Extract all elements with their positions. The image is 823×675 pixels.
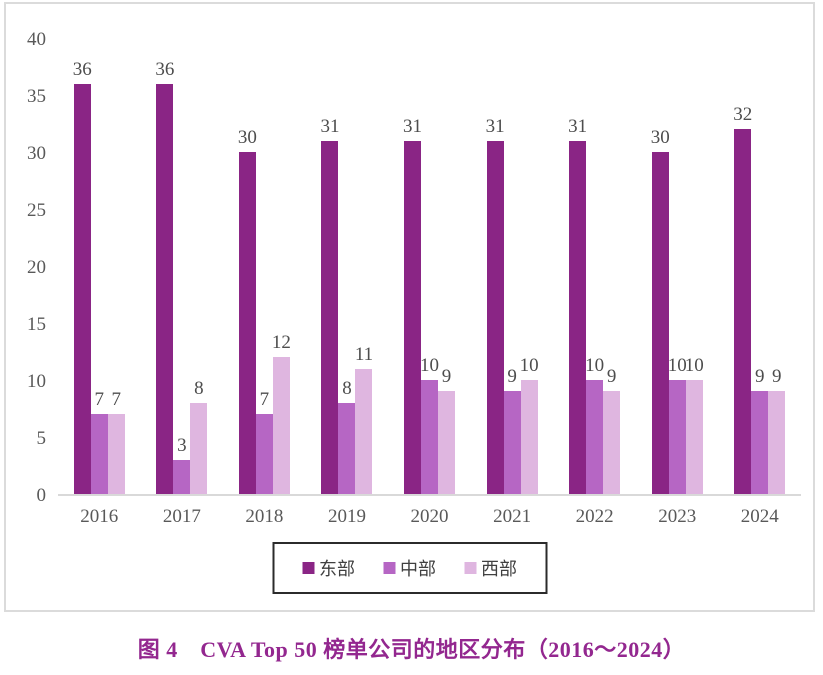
bar-东部: 30 bbox=[238, 127, 257, 494]
bar-data-label: 12 bbox=[271, 332, 291, 354]
bar-data-label: 7 bbox=[94, 389, 105, 411]
x-tick-label: 2021 bbox=[493, 506, 532, 527]
bar-data-label: 10 bbox=[519, 355, 539, 376]
bar-东部: 36 bbox=[155, 59, 174, 494]
bar-中部: 10 bbox=[585, 355, 604, 494]
y-tick-label: 25 bbox=[27, 200, 46, 221]
legend-label: 中部 bbox=[400, 559, 436, 579]
x-tick-label: 2023 bbox=[658, 506, 697, 527]
legend-label: 西部 bbox=[481, 559, 517, 579]
bar-data-label: 8 bbox=[194, 377, 204, 399]
bar-group: 30 7 12 2018 bbox=[223, 38, 306, 527]
bar-data-label: 11 bbox=[354, 343, 374, 365]
bar-data-label: 9 bbox=[755, 366, 765, 388]
bar-西部: 10 bbox=[520, 355, 539, 494]
legend-swatch-icon bbox=[302, 562, 314, 574]
bar-data-label: 31 bbox=[568, 115, 588, 137]
y-axis: 0 5 10 15 20 25 30 35 40 bbox=[6, 30, 52, 506]
bar-东部: 31 bbox=[486, 116, 505, 494]
bar-西部: 11 bbox=[355, 344, 373, 494]
bar-东部: 31 bbox=[403, 116, 422, 494]
plot-area: 36 7 7 2016 36 3 8 2017 30 7 12 2018 31 8 11 2019 31 10 9 2… bbox=[58, 38, 802, 527]
y-tick-label: 5 bbox=[36, 428, 47, 449]
legend-item-中部: 中部 bbox=[383, 555, 436, 581]
bar-中部: 7 bbox=[90, 389, 108, 494]
bar-data-label: 10 bbox=[420, 355, 440, 376]
legend-label: 东部 bbox=[319, 559, 355, 579]
x-tick-label: 2016 bbox=[80, 506, 119, 527]
bar-中部: 3 bbox=[173, 435, 191, 494]
bar-中部: 10 bbox=[420, 355, 439, 494]
bar-data-label: 32 bbox=[733, 104, 753, 126]
bar-data-label: 10 bbox=[667, 355, 687, 376]
bar-西部: 9 bbox=[438, 366, 456, 494]
y-tick-label: 30 bbox=[27, 143, 46, 164]
bar-data-label: 36 bbox=[72, 58, 92, 80]
bar-group: 31 9 10 2021 bbox=[471, 38, 554, 527]
bar-西部: 7 bbox=[107, 389, 125, 494]
bar-中部: 8 bbox=[338, 378, 356, 494]
legend-swatch-icon bbox=[383, 562, 395, 574]
x-tick-label: 2024 bbox=[740, 506, 779, 527]
bar-东部: 32 bbox=[733, 104, 752, 494]
bar-西部: 9 bbox=[768, 366, 786, 494]
bar-西部: 8 bbox=[190, 378, 208, 494]
bar-data-label: 9 bbox=[507, 366, 517, 388]
bar-data-label: 7 bbox=[111, 389, 122, 411]
legend: 东部 中部 西部 bbox=[272, 542, 547, 594]
bar-group: 36 7 7 2016 bbox=[58, 38, 141, 527]
bar-data-label: 30 bbox=[237, 127, 257, 148]
bar-东部: 30 bbox=[651, 127, 670, 494]
y-tick-label: 0 bbox=[36, 485, 47, 506]
bar-data-label: 10 bbox=[684, 355, 704, 376]
bar-东部: 31 bbox=[568, 116, 587, 494]
bar-中部: 10 bbox=[668, 355, 687, 494]
bar-data-label: 31 bbox=[320, 115, 340, 137]
legend-item-西部: 西部 bbox=[464, 555, 517, 581]
x-tick-label: 2017 bbox=[162, 506, 201, 527]
bar-group: 31 10 9 2020 bbox=[388, 38, 471, 527]
y-tick-label: 20 bbox=[27, 257, 46, 278]
legend-item-东部: 东部 bbox=[302, 555, 355, 581]
bar-data-label: 31 bbox=[403, 115, 423, 137]
bar-group: 36 3 8 2017 bbox=[141, 38, 224, 527]
bar-data-label: 8 bbox=[342, 377, 352, 399]
y-tick-label: 10 bbox=[27, 371, 46, 392]
bar-group: 31 8 11 2019 bbox=[306, 38, 389, 527]
bar-东部: 31 bbox=[320, 116, 339, 494]
y-tick-label: 35 bbox=[27, 86, 46, 107]
bar-中部: 9 bbox=[751, 366, 769, 494]
bar-group: 32 9 9 2024 bbox=[719, 38, 802, 527]
bar-data-label: 3 bbox=[177, 434, 187, 456]
chart-caption: 图 4 CVA Top 50 榜单公司的地区分布（2016～2024） bbox=[137, 637, 686, 662]
bar-group: 30 10 10 2023 bbox=[636, 38, 719, 527]
bar-东部: 36 bbox=[73, 59, 92, 494]
bar-中部: 9 bbox=[503, 366, 521, 494]
y-tick-label: 15 bbox=[27, 314, 46, 335]
bar-data-label: 7 bbox=[259, 389, 270, 411]
bar-data-label: 9 bbox=[441, 366, 452, 388]
bar-group: 31 10 9 2022 bbox=[553, 38, 636, 527]
bar-data-label: 9 bbox=[772, 366, 782, 388]
bar-data-label: 9 bbox=[606, 366, 617, 388]
bar-data-label: 36 bbox=[155, 58, 175, 80]
bar-西部: 10 bbox=[685, 355, 704, 494]
y-tick-label: 40 bbox=[27, 29, 46, 50]
bar-西部: 12 bbox=[272, 332, 291, 494]
bar-中部: 7 bbox=[255, 389, 273, 494]
legend-swatch-icon bbox=[464, 562, 476, 574]
x-tick-label: 2019 bbox=[327, 506, 366, 527]
chart-frame: 0 5 10 15 20 25 30 35 40 36 7 7 2016 36 3 8 2017 30 7 12 20… bbox=[4, 2, 815, 612]
bar-data-label: 30 bbox=[650, 127, 670, 148]
x-tick-label: 2018 bbox=[245, 506, 284, 527]
bar-西部: 9 bbox=[603, 366, 621, 494]
x-tick-label: 2020 bbox=[410, 506, 449, 527]
bar-data-label: 31 bbox=[485, 115, 505, 137]
bar-data-label: 10 bbox=[585, 355, 605, 376]
x-tick-label: 2022 bbox=[575, 506, 614, 527]
